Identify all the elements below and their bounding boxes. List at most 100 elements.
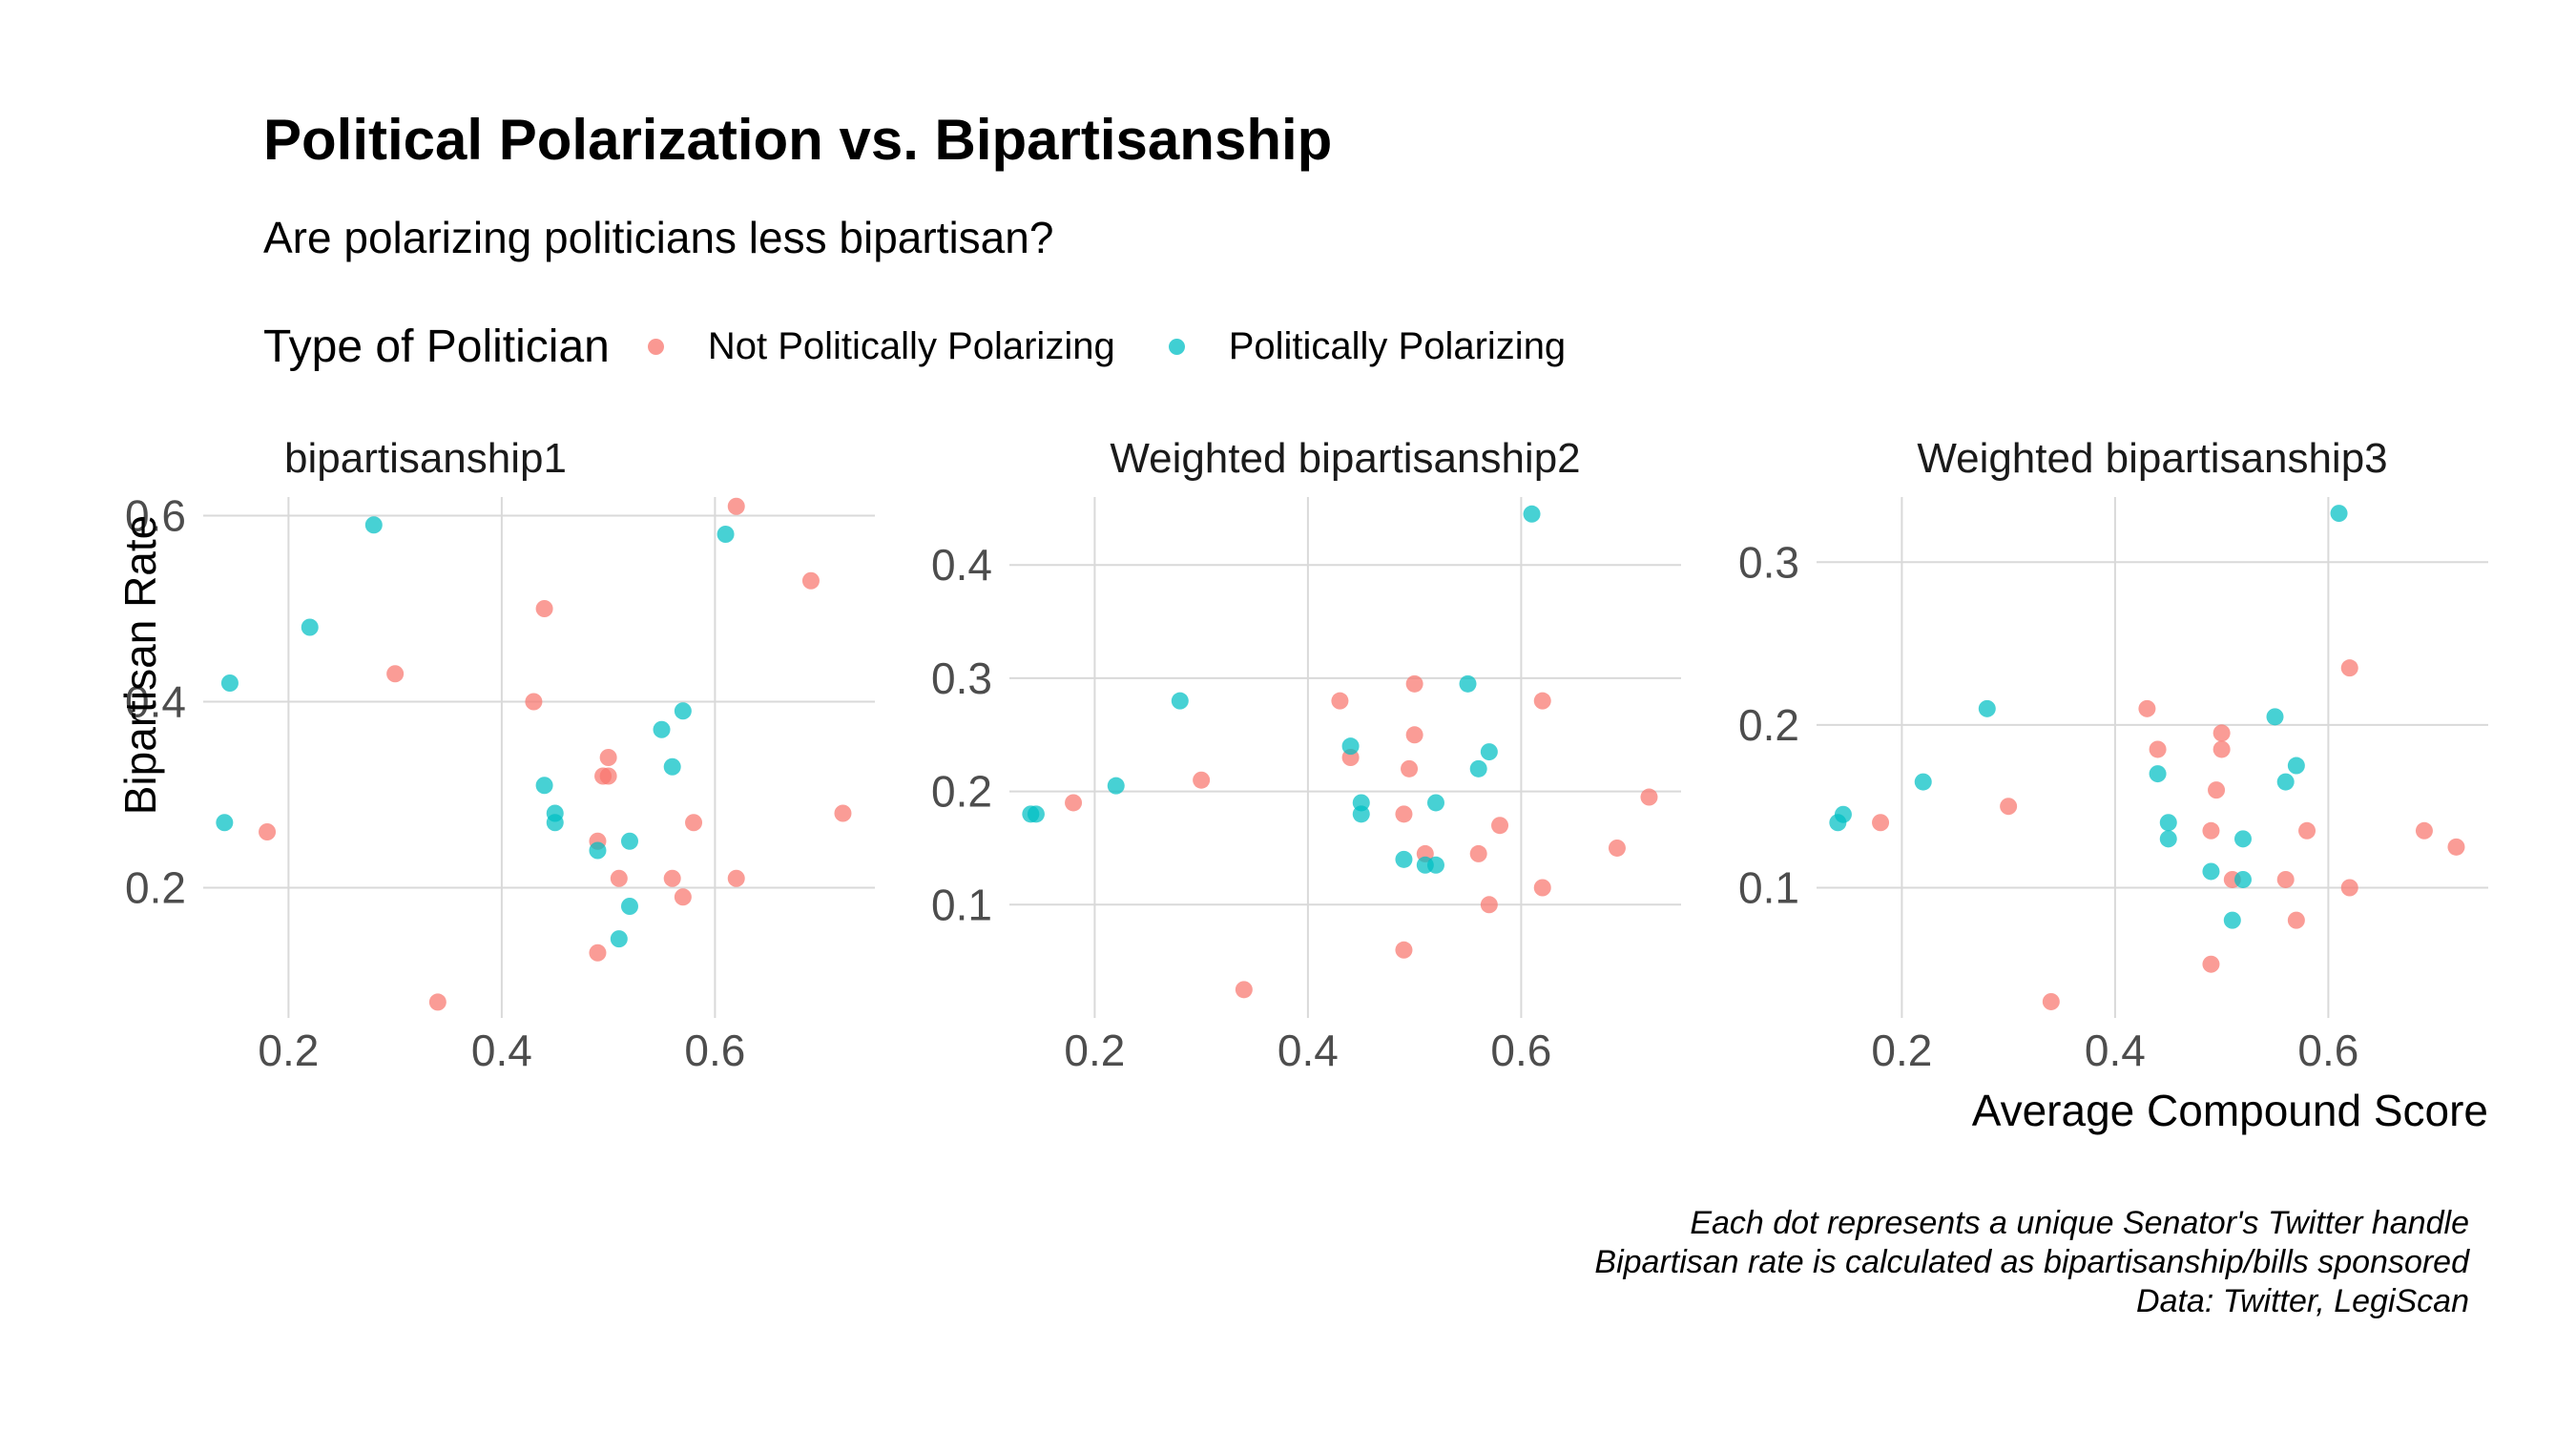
panel-1-y-tick-label: 0.2	[125, 863, 186, 913]
panel-1-point-polarizing	[653, 720, 671, 738]
panel-3-point-polarizing	[2276, 773, 2295, 791]
panel-2-y-tick-label: 0.3	[931, 653, 992, 703]
legend-key-polarizing	[1168, 338, 1185, 355]
panel-3-title: Weighted bipartisanship3	[1917, 435, 2387, 482]
panel-1-point-not-polarizing	[428, 993, 447, 1011]
caption: Each dot represents a unique Senator's T…	[1594, 1204, 2469, 1321]
panel-3-y-tick-label: 0.3	[1738, 537, 1799, 587]
legend-label-polarizing: Politically Polarizing	[1228, 324, 1567, 367]
panel-1-point-polarizing	[301, 618, 319, 636]
panel-3-point-not-polarizing	[2202, 821, 2220, 840]
caption-line-2: Bipartisan rate is calculated as biparti…	[1594, 1244, 2469, 1280]
panel-3-point-not-polarizing	[2149, 740, 2167, 758]
chart-title: Political Polarization vs. Bipartisanshi…	[263, 108, 1333, 172]
panel-3-point-polarizing	[1914, 773, 1932, 791]
panel-2-x-tick-label: 0.2	[1064, 1026, 1125, 1075]
panel-1-y-tick-label: 0.4	[125, 677, 186, 727]
panel-3-point-polarizing	[2266, 708, 2284, 726]
legend-item-polarizing: Politically Polarizing	[1168, 324, 1567, 368]
panel-3-point-polarizing	[2202, 862, 2220, 881]
panel-1-point-polarizing	[589, 841, 607, 860]
panel-3-x-tick-label: 0.4	[2085, 1026, 2146, 1075]
panel-2-title: Weighted bipartisanship2	[1110, 435, 1580, 482]
panel-3-point-not-polarizing	[2202, 955, 2220, 973]
panel-1-point-polarizing	[546, 814, 564, 832]
panel-2-point-not-polarizing	[1331, 692, 1349, 710]
panel-1-point-not-polarizing	[663, 869, 681, 887]
panel-2-y-tick-label: 0.4	[931, 540, 992, 590]
panel-3-point-not-polarizing	[2415, 821, 2433, 840]
panel-2-point-polarizing	[1480, 743, 1498, 761]
panel-1-point-polarizing	[535, 777, 553, 795]
panel-3-point-not-polarizing	[2138, 699, 2156, 717]
panel-2-point-polarizing	[1426, 856, 1444, 874]
panel-3-point-not-polarizing	[2000, 798, 2018, 816]
panel-2-x-tick-label: 0.4	[1278, 1026, 1339, 1075]
y-axis-title: Bipartisan Rate	[115, 515, 165, 816]
panel-1-point-not-polarizing	[834, 804, 852, 822]
panel-1-point-polarizing	[620, 898, 638, 915]
caption-line-1: Each dot represents a unique Senator's T…	[1690, 1205, 2469, 1241]
panel-1-point-polarizing	[674, 702, 692, 720]
caption-line-3: Data: Twitter, LegiScan	[2136, 1283, 2469, 1319]
panel-1-point-not-polarizing	[727, 869, 745, 887]
panel-1-x-tick-label: 0.2	[258, 1026, 319, 1075]
panel-2-point-polarizing	[1352, 805, 1370, 823]
panel-1-y-tick-label: 0.6	[125, 491, 186, 541]
panel-1-point-not-polarizing	[685, 814, 703, 832]
panel-1-point-polarizing	[610, 930, 628, 948]
panel-2-point-not-polarizing	[1533, 692, 1551, 710]
panel-2-point-polarizing	[1107, 777, 1125, 795]
panel-3-point-not-polarizing	[1872, 814, 1890, 832]
panel-3-point-polarizing	[2159, 814, 2177, 832]
panel-2-point-not-polarizing	[1480, 896, 1498, 914]
legend: Type of Politician Not Politically Polar…	[263, 315, 1619, 378]
panel-1-point-polarizing	[364, 516, 383, 534]
panel-3-point-not-polarizing	[2287, 911, 2305, 929]
panel-3-point-not-polarizing	[2340, 659, 2358, 677]
panel-1-point-not-polarizing	[610, 869, 628, 887]
panel-2-point-not-polarizing	[1395, 941, 1413, 959]
panel-2-point-not-polarizing	[1193, 771, 1211, 789]
panel-3-point-not-polarizing	[2042, 992, 2060, 1010]
panel-1-point-not-polarizing	[674, 888, 692, 906]
panel-1-point-polarizing	[216, 814, 234, 832]
panel-3-point-not-polarizing	[2212, 724, 2231, 742]
panel-2-point-not-polarizing	[1065, 794, 1083, 812]
panel-2-point-not-polarizing	[1235, 981, 1253, 999]
panel-3-point-polarizing	[2159, 830, 2177, 848]
panel-2-point-polarizing	[1341, 737, 1360, 756]
panel-3-point-polarizing	[2149, 765, 2167, 783]
x-axis-title: Average Compound Score	[1972, 1086, 2488, 1135]
panel-3-y-tick-label: 0.2	[1738, 700, 1799, 750]
panel-3-point-not-polarizing	[2340, 879, 2358, 897]
panel-3-x-tick-label: 0.6	[2297, 1026, 2358, 1075]
panel-2-point-not-polarizing	[1491, 817, 1509, 835]
panel-1-point-polarizing	[663, 757, 681, 776]
panel-1-title: bipartisanship1	[284, 435, 567, 482]
legend-item-not-polarizing: Not Politically Polarizing	[647, 324, 1115, 368]
legend-label-not-polarizing: Not Politically Polarizing	[707, 324, 1115, 367]
legend-key-not-polarizing	[647, 338, 664, 355]
panel-1-point-not-polarizing	[386, 665, 405, 683]
panel-1-point-not-polarizing	[535, 600, 553, 617]
panel-2-point-polarizing	[1027, 805, 1045, 823]
panel-1-point-not-polarizing	[259, 823, 277, 840]
panel-2-x-tick-label: 0.6	[1490, 1026, 1551, 1075]
panel-2-point-polarizing	[1171, 692, 1189, 710]
chart-subtitle: Are polarizing politicians less bipartis…	[263, 213, 1054, 262]
panel-3-y-tick-label: 0.1	[1738, 863, 1799, 913]
panel-2-point-polarizing	[1426, 794, 1444, 812]
panel-3-point-polarizing	[2287, 757, 2305, 775]
panel-3-point-polarizing	[2223, 911, 2241, 929]
panel-2-point-not-polarizing	[1533, 879, 1551, 897]
panel-1-x-tick-label: 0.6	[684, 1026, 745, 1075]
panel-3-point-not-polarizing	[2447, 838, 2465, 856]
panel-1-point-not-polarizing	[801, 571, 820, 590]
panel-3-point-not-polarizing	[2212, 740, 2231, 758]
panel-3-point-polarizing	[2233, 830, 2252, 848]
panel-2-point-polarizing	[1523, 505, 1541, 523]
panel-2-point-not-polarizing	[1608, 839, 1626, 857]
panel-3-point-polarizing	[1834, 805, 1852, 823]
